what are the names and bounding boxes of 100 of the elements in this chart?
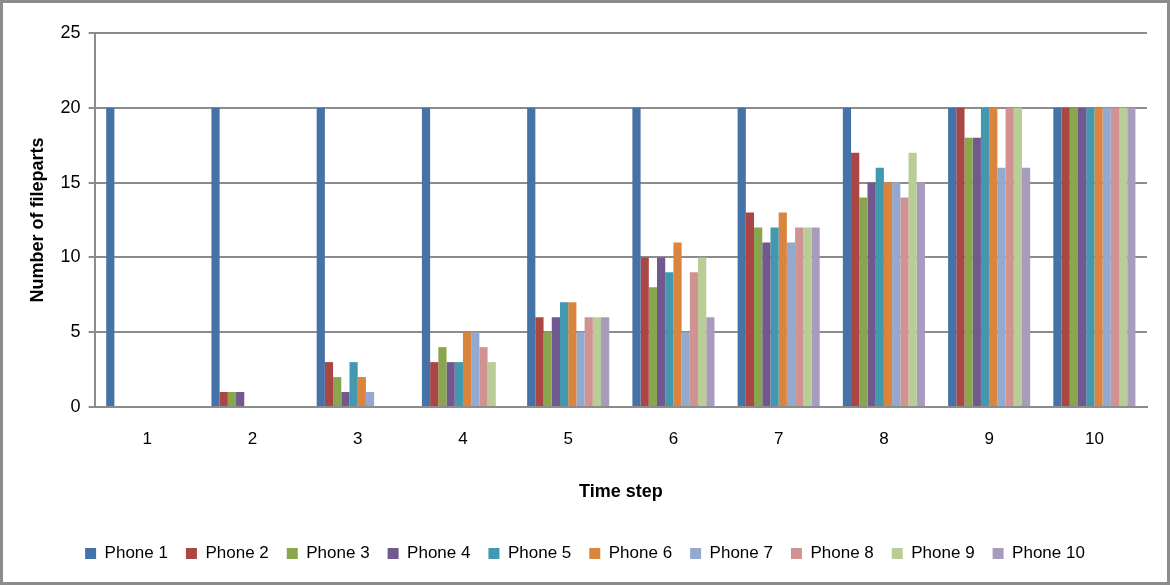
bar [997,167,1006,406]
bar [908,152,917,406]
legend-label: Phone 8 [810,543,874,563]
bar [972,137,981,406]
bar [786,242,796,406]
legend-label: Phone 4 [407,543,471,563]
bar [948,107,957,406]
bar [446,362,455,406]
bar [1086,107,1095,406]
x-tick-label: 4 [458,428,468,448]
bar [365,392,375,406]
bar [657,257,666,406]
y-axis-title: Number of fileparts [26,137,47,303]
bar [211,107,220,406]
bar [916,182,925,406]
bar [665,272,674,406]
legend-label: Phone 1 [104,543,168,563]
legend-label: Phone 7 [709,543,773,563]
y-tick-label: 15 [60,171,81,192]
bar [341,392,350,406]
x-tick-label: 7 [773,428,784,448]
y-tick-label: 0 [70,395,81,416]
bar [778,212,787,406]
bar [454,362,463,406]
bar [1021,167,1031,406]
legend-label: Phone 5 [507,543,572,563]
y-tick-label: 25 [60,21,81,42]
x-tick-label: 2 [247,428,258,448]
bar [324,362,334,406]
bar [842,107,852,406]
bar [527,107,536,406]
bar [430,362,439,406]
bar [438,347,447,406]
bar [421,107,431,406]
x-tick-label: 1 [142,428,152,448]
bar [1077,107,1087,406]
bar [236,392,245,406]
bar [795,227,804,406]
bar [219,392,228,406]
bar [745,212,755,406]
bar [584,317,593,406]
bar [1061,107,1070,406]
bar [681,332,690,406]
bar [803,227,812,406]
legend-label: Phone 2 [205,543,269,563]
bar [349,362,358,406]
bar [535,317,544,406]
bar [883,182,893,406]
bar [543,332,552,406]
bar [648,287,658,406]
bar [471,332,480,406]
x-tick-label: 9 [984,428,994,448]
legend-label: Phone 10 [1012,543,1085,563]
bar [601,317,610,406]
bar [980,107,990,406]
bar [462,332,472,406]
bar [1053,107,1062,406]
x-tick-label: 3 [352,428,363,448]
bar [964,137,973,406]
bar [689,272,699,406]
bar [762,242,771,406]
x-tick-label: 8 [879,428,889,448]
bar [706,317,715,406]
x-tick-label: 6 [668,428,679,448]
bar [576,332,585,406]
bar [568,302,577,406]
bar [956,107,965,406]
bar [859,197,868,406]
legend-label: Phone 9 [911,543,975,563]
y-tick-label: 10 [60,246,81,267]
bar [867,182,876,406]
bar [892,182,901,406]
bar [851,152,860,406]
bar [227,392,237,406]
y-tick-label: 5 [70,321,81,342]
bar [640,257,649,406]
bar [592,317,602,406]
bar [770,227,779,406]
bar [1013,107,1022,406]
legend-label: Phone 3 [306,543,370,563]
bar [551,317,560,406]
bar [559,302,569,406]
x-axis-title: Time step [578,481,663,502]
bar [698,257,707,406]
legend-label: Phone 6 [608,543,673,563]
bar [487,362,496,406]
bar [333,377,342,406]
bar [357,377,366,406]
bar [989,107,998,406]
bar [900,197,909,406]
bar [106,107,115,406]
bar [737,107,746,406]
bar [1102,107,1111,406]
bar [673,242,682,406]
bar [632,107,641,406]
bar [1127,107,1136,406]
bar [316,107,325,406]
x-tick-label: 5 [563,428,573,448]
y-tick-label: 20 [60,96,81,117]
bar [1005,107,1014,406]
